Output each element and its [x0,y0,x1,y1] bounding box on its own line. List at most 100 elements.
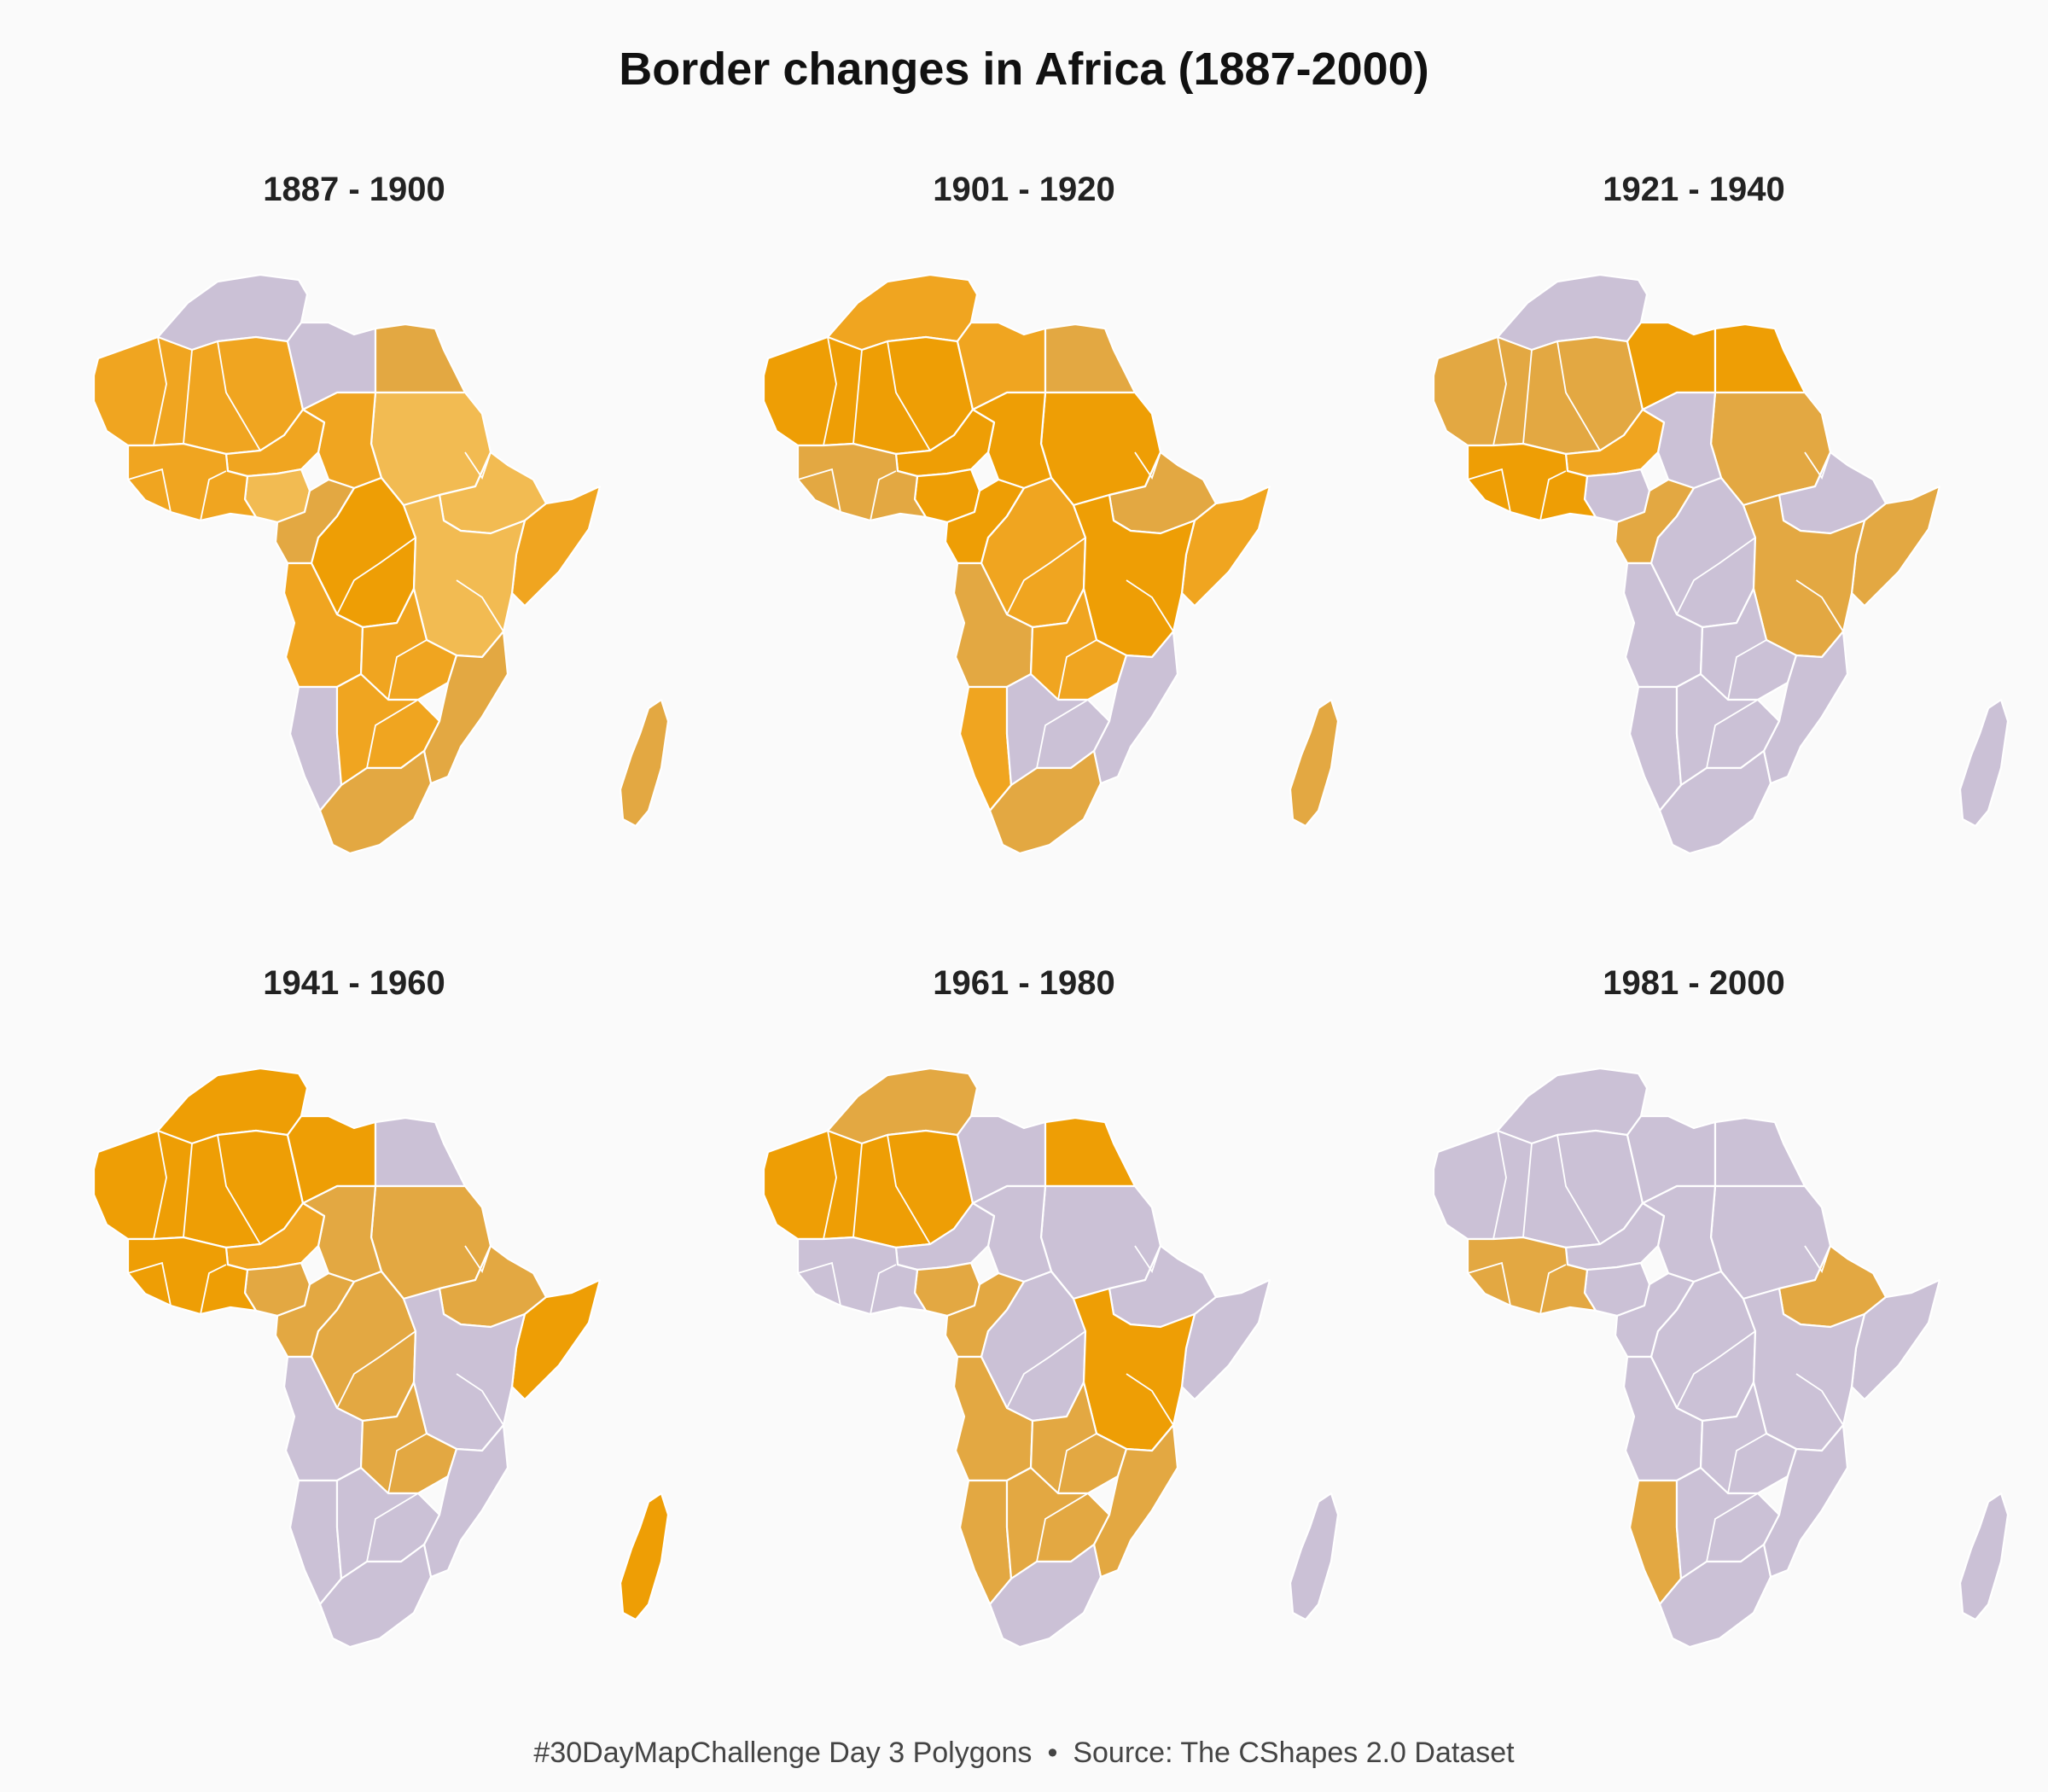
inner-border-line [1126,579,1174,632]
inner-border-line [1804,1245,1831,1274]
region-egypt [1044,323,1137,394]
region-madagascar [1958,1492,2010,1621]
inner-border-line [1676,1330,1756,1409]
region-south-africa [988,749,1103,855]
inner-border-line [336,1330,416,1409]
inner-border-line [464,451,492,480]
region-madagascar [1289,1492,1340,1621]
inner-border-line [1539,1264,1567,1315]
panel-title: 1981 - 2000 [1603,964,1785,1002]
panel-title: 1887 - 1900 [263,171,445,208]
africa-map [92,1067,670,1649]
region-madagascar [1289,698,1340,828]
region-egypt [1044,1116,1137,1188]
inner-border-line [887,340,931,451]
inner-border-line [336,537,416,615]
inner-border-line [887,1134,931,1245]
inner-border-line [797,468,841,513]
inner-border-line [870,470,897,521]
region-south-africa [318,1543,433,1649]
inner-border-line [1727,1433,1767,1494]
region-egypt [1713,323,1807,394]
inner-border-line [1036,1492,1089,1562]
region-namibia [1628,685,1683,812]
inner-border-line [1676,537,1756,615]
region-sahara-west [92,1129,305,1249]
inner-border-line [183,1143,193,1238]
inner-border-line [1467,1261,1511,1306]
map-panel: 1941 - 1960 [30,964,678,1732]
inner-border-line [852,1143,863,1238]
region-sahara-west [762,1129,975,1249]
region-guinea-coast [1466,442,1597,522]
inner-border-line [1467,468,1511,513]
inner-border-line [127,468,172,513]
inner-border-line [1795,1373,1844,1426]
inner-border-line [823,1130,837,1240]
inner-border-line [1492,336,1507,446]
inner-border-line [183,349,193,445]
map-panel: 1887 - 1900 [30,171,678,939]
inner-border-line [366,1492,419,1562]
inner-border-line [797,1261,841,1306]
inner-border-line [852,349,863,445]
region-egypt [1713,1116,1807,1188]
map-panel: 1981 - 2000 [1370,964,2018,1732]
inner-border-line [387,1433,428,1494]
inner-border-line [464,1245,492,1274]
inner-border-line [1706,1492,1759,1562]
inner-border-line [217,340,261,451]
inner-border-line [1126,1373,1174,1426]
chart-title: Border changes in Africa (1887-2000) [619,44,1429,95]
inner-border-line [1727,639,1767,701]
inner-border-line [153,1130,167,1240]
map-panel: 1921 - 1940 [1370,171,2018,939]
inner-border-line [1057,1433,1097,1494]
inner-border-line [456,1373,504,1426]
inner-border-line [127,1261,172,1306]
region-guinea-coast [1466,1236,1597,1316]
inner-border-line [1556,340,1601,451]
region-south-africa [1658,749,1772,855]
inner-border-line [1539,470,1567,521]
region-egypt [374,323,467,394]
region-mozambique [1092,1423,1179,1579]
inner-border-line [1006,537,1086,615]
map-panel: 1901 - 1920 [700,171,1348,939]
inner-border-line [1706,699,1759,769]
inner-border-line [1492,1130,1507,1240]
region-mozambique [422,630,509,785]
panel-title: 1921 - 1940 [1603,171,1785,208]
region-namibia [288,685,343,812]
region-namibia [958,1479,1013,1606]
region-madagascar [619,698,670,828]
inner-border-line [1036,699,1089,769]
inner-border-line [366,699,419,769]
inner-border-line [1057,639,1097,701]
inner-border-line [1134,1245,1161,1274]
region-guinea-coast [126,442,258,522]
panel-title: 1901 - 1920 [933,171,1115,208]
region-egypt [374,1116,467,1188]
inner-border-line [1522,349,1533,445]
panel-title: 1941 - 1960 [263,964,445,1002]
africa-map [1432,1067,2010,1649]
region-namibia [288,1479,343,1606]
region-namibia [958,685,1013,812]
inner-border-line [1134,451,1161,480]
region-mozambique [1762,630,1849,785]
caption-separator: • [1047,1737,1058,1769]
inner-border-line [1556,1134,1601,1245]
inner-border-line [200,470,227,521]
region-madagascar [1958,698,2010,828]
region-guinea-coast [796,442,928,522]
region-mozambique [1092,630,1179,785]
africa-map [92,273,670,855]
inner-border-line [200,1264,227,1315]
caption-challenge: #30DayMapChallenge Day 3 Polygons [533,1737,1033,1769]
inner-border-line [1006,1330,1086,1409]
map-panel: 1961 - 1980 [700,964,1348,1732]
inner-border-line [1522,1143,1533,1238]
region-namibia [1628,1479,1683,1606]
africa-map [762,273,1340,855]
